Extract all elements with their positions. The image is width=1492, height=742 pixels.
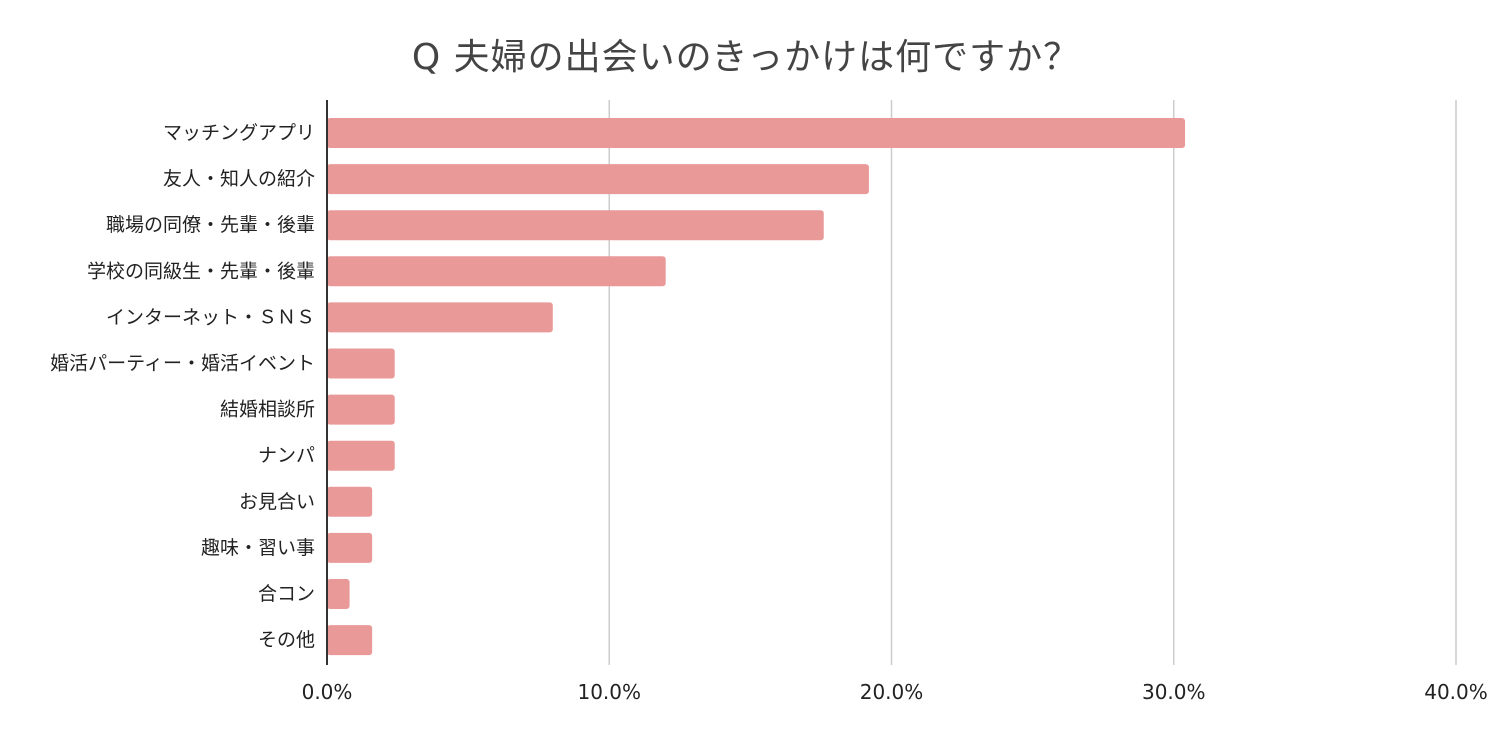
bar [327,164,869,195]
bar [327,532,373,563]
x-tick-label: 40.0% [1424,680,1488,704]
category-label: インターネット・ＳＮＳ [106,306,315,328]
x-tick-label: 30.0% [1142,680,1206,704]
chart-title: Q 夫婦の出会いのきっかけは何ですか？ [411,37,1081,78]
x-tick-label: 20.0% [860,680,924,704]
category-label: マッチングアプリ [163,122,315,144]
category-label: 友人・知人の紹介 [163,168,315,190]
bar [327,625,373,656]
category-label: ナンパ [258,445,315,467]
category-label: 学校の同級生・先輩・後輩 [87,260,315,282]
bar [327,348,395,379]
category-label: その他 [258,629,315,651]
category-label: お見合い [239,491,315,513]
x-tick-label: 0.0% [302,680,353,704]
category-label: 合コン [258,583,315,605]
bar [327,486,373,517]
category-label: 結婚相談所 [220,399,315,421]
bar [327,302,553,333]
bar [327,210,824,241]
bar [327,579,350,609]
category-label: 職場の同僚・先輩・後輩 [106,214,315,236]
x-tick-label: 10.0% [577,680,641,704]
bar [327,440,395,471]
bar [327,256,666,287]
category-label: 趣味・習い事 [201,537,315,559]
bar [327,394,395,425]
category-label: 婚活パーティー・婚活イベント [50,353,315,375]
bar [327,118,1186,148]
